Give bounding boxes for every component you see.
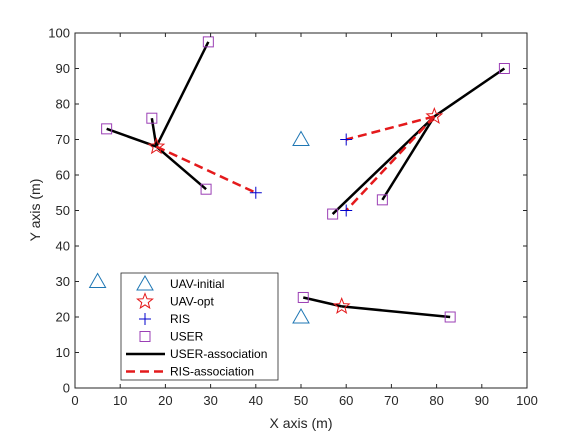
legend-uav-opt-label: UAV-opt bbox=[170, 295, 214, 309]
user-marker-1 bbox=[101, 123, 113, 135]
legend-ris-association-label: RIS-association bbox=[170, 365, 254, 379]
x-tick-label-90: 90 bbox=[475, 393, 489, 408]
y-tick-label-90: 90 bbox=[56, 61, 70, 76]
user-marker-3 bbox=[202, 36, 214, 48]
user-marker-5 bbox=[498, 63, 510, 74]
x-tick-label-30: 30 bbox=[203, 393, 217, 408]
legend-ris-label: RIS bbox=[170, 312, 190, 326]
user-association-line-6 bbox=[331, 115, 436, 215]
x-tick-label-80: 80 bbox=[429, 393, 443, 408]
x-tick-label-100: 100 bbox=[516, 393, 538, 408]
ris-marker-1 bbox=[249, 186, 262, 199]
x-tick-label-40: 40 bbox=[249, 393, 263, 408]
legend-uav-initial-swatch bbox=[136, 274, 154, 291]
ris-marker-3 bbox=[340, 204, 353, 217]
user-association-line-1 bbox=[106, 127, 157, 148]
legend-user-association-label: USER-association bbox=[170, 347, 267, 361]
y-tick-label-50: 50 bbox=[56, 203, 70, 218]
x-tick-label-0: 0 bbox=[71, 393, 78, 408]
x-tick-label-20: 20 bbox=[158, 393, 172, 408]
y-tick-label-0: 0 bbox=[63, 381, 70, 396]
uav-initial-marker-1 bbox=[88, 272, 107, 288]
y-tick-label-10: 10 bbox=[56, 345, 70, 360]
user-association-line-3 bbox=[155, 41, 210, 148]
y-tick-label-100: 100 bbox=[48, 26, 70, 41]
y-tick-label-20: 20 bbox=[56, 310, 70, 325]
uav-opt-marker-3 bbox=[332, 296, 351, 314]
uav-opt-marker-1 bbox=[147, 137, 166, 155]
y-axis-title: Y axis (m) bbox=[27, 179, 43, 242]
user-marker-4 bbox=[200, 183, 212, 195]
legend-uav-initial-label: UAV-initial bbox=[170, 277, 224, 291]
legend-box bbox=[120, 272, 279, 381]
user-marker-8 bbox=[297, 291, 309, 303]
x-tick-label-10: 10 bbox=[113, 393, 127, 408]
x-tick-label-50: 50 bbox=[294, 393, 308, 408]
legend-user-swatch bbox=[139, 331, 151, 342]
y-tick-label-70: 70 bbox=[56, 132, 70, 147]
user-marker-2 bbox=[146, 112, 158, 124]
x-tick-label-70: 70 bbox=[384, 393, 398, 408]
y-tick-label-80: 80 bbox=[56, 97, 70, 112]
user-association-line-9 bbox=[341, 305, 451, 319]
user-association-line-5 bbox=[433, 67, 506, 118]
legend-ris-swatch bbox=[139, 313, 151, 325]
uav-initial-marker-2 bbox=[292, 130, 310, 146]
legend: UAV-initial UAV-opt RIS USER USER-associatio… bbox=[120, 272, 279, 381]
user-association-line-7 bbox=[381, 115, 436, 201]
ris-association-line-1 bbox=[155, 145, 257, 194]
legend-user-label: USER bbox=[170, 330, 204, 344]
y-tick-label-60: 60 bbox=[56, 168, 70, 183]
uav-opt-marker-2 bbox=[425, 107, 444, 125]
x-tick-label-60: 60 bbox=[339, 393, 353, 408]
legend-uav-opt-swatch bbox=[136, 292, 154, 310]
ris-association-line-2 bbox=[345, 115, 435, 141]
y-tick-label-30: 30 bbox=[56, 274, 70, 289]
ris-association-line-3 bbox=[345, 115, 436, 212]
x-axis-title: X axis (m) bbox=[270, 415, 333, 431]
user-marker-7 bbox=[376, 194, 388, 206]
user-association-line-4 bbox=[155, 145, 207, 191]
ris-marker-2 bbox=[340, 133, 353, 146]
user-marker-9 bbox=[444, 311, 456, 323]
uav-initial-marker-3 bbox=[292, 307, 310, 324]
y-tick-label-40: 40 bbox=[56, 239, 70, 254]
user-marker-6 bbox=[327, 208, 339, 220]
